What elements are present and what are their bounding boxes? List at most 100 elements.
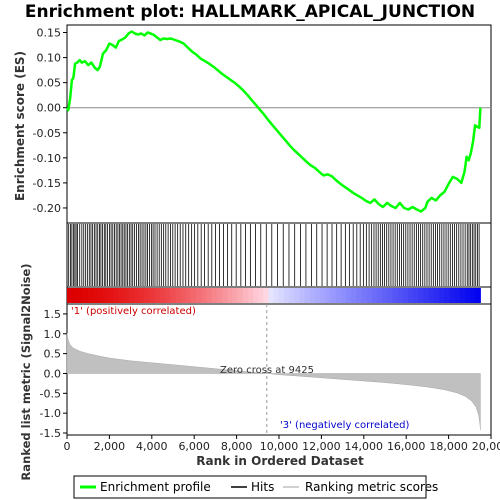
colorbar-segment [165, 288, 171, 303]
chart-title: Enrichment plot: HALLMARK_APICAL_JUNCTIO… [25, 2, 475, 22]
colorbar-segment [77, 288, 84, 303]
colorbar-layer [67, 288, 481, 303]
colorbar-segment [330, 288, 337, 303]
x-axis: 0 2,000 4,000 6,000 8,000 10,000 12,000 14,000 1… [64, 435, 500, 453]
colorbar-segment [247, 288, 254, 303]
x-tick-label: 6,000 [178, 440, 210, 453]
colorbar-segment [129, 288, 135, 303]
es-y-tick-label: -0.15 [33, 177, 61, 190]
colorbar-segment [253, 288, 259, 303]
colorbar-segment [413, 288, 419, 303]
colorbar-segment [439, 288, 445, 303]
colorbar-segment [185, 288, 192, 303]
legend-box [73, 475, 427, 499]
colorbar-segment [459, 288, 466, 303]
x-axis-label: Rank in Ordered Dataset [196, 454, 364, 468]
colorbar-segment [351, 288, 357, 303]
ranking-metric-area [66, 332, 481, 430]
colorbar-segment [196, 288, 202, 303]
colorbar-segment [92, 288, 99, 303]
metric-y-tick-label: 1.0 [44, 328, 62, 341]
colorbar-segment [340, 288, 347, 303]
x-tick-label: 4,000 [136, 440, 168, 453]
colorbar-segment [237, 288, 244, 303]
colorbar-segment [289, 288, 295, 303]
colorbar-segment [449, 288, 456, 303]
metric-y-tick-label: -1.0 [40, 407, 61, 420]
colorbar-segment [273, 288, 280, 303]
colorbar-segment [320, 288, 326, 303]
colorbar-segment [108, 288, 115, 303]
colorbar-segment [154, 288, 161, 303]
colorbar-segment [304, 288, 311, 303]
metric-layer: 1.5 1.0 0.5 0.0 -0.5 -1.0 -1.5 [40, 304, 481, 440]
colorbar-segment [103, 288, 109, 303]
colorbar-segment [423, 288, 430, 303]
legend: Enrichment profile Hits Ranking metric s… [73, 475, 438, 499]
es-y-tick-label: 0.15 [37, 27, 62, 40]
colorbar-segment [428, 288, 435, 303]
colorbar-segment [180, 288, 187, 303]
metric-y-tick-label: 1.5 [44, 308, 62, 321]
x-tick-label: 0 [64, 440, 71, 453]
colorbar-segment [325, 288, 332, 303]
colorbar-segment [309, 288, 316, 303]
x-tick-label: 2,000 [94, 440, 126, 453]
colorbar-segment [113, 288, 120, 303]
colorbar-segment [299, 288, 306, 303]
es-y-tick-label: -0.20 [33, 202, 61, 215]
colorbar-segment [206, 288, 213, 303]
colorbar-segment [232, 288, 239, 303]
colorbar-segment [294, 288, 301, 303]
colorbar-segment [382, 288, 388, 303]
colorbar-segment [216, 288, 223, 303]
es-y-tick-label: -0.05 [33, 127, 61, 140]
colorbar-segment [222, 288, 228, 303]
es-y-tick-label: 0.10 [37, 52, 62, 65]
colorbar-segment [211, 288, 218, 303]
colorbar-segment [191, 288, 197, 303]
colorbar-segment [268, 288, 275, 303]
x-tick-label: 16,000 [387, 440, 426, 453]
metric-y-tick-label: 0.5 [44, 348, 62, 361]
colorbar-segment [82, 288, 89, 303]
x-tick-label: 20,000 [472, 440, 500, 453]
colorbar-segment [149, 288, 156, 303]
colorbar-segment [377, 288, 383, 303]
positive-correlation-label: '1' (positively correlated) [71, 306, 196, 317]
colorbar-segment [258, 288, 264, 303]
colorbar-segment [408, 288, 414, 303]
hits-panel-frame [66, 222, 492, 288]
colorbar-segment [98, 288, 104, 303]
es-layer: 0.15 0.10 0.05 0.00 -0.05 -0.10 -0.15 -0.20 [33, 27, 491, 215]
x-tick-label: 18,000 [429, 440, 468, 453]
colorbar-segment [139, 288, 146, 303]
colorbar-segment [346, 288, 352, 303]
colorbar-segment [227, 288, 233, 303]
colorbar-segment [263, 288, 270, 303]
x-tick-label: 8,000 [221, 440, 253, 453]
colorbar-segment [144, 288, 151, 303]
colorbar-segment [278, 288, 285, 303]
colorbar-segment [433, 288, 440, 303]
colorbar-segment [366, 288, 373, 303]
colorbar-segment [284, 288, 290, 303]
colorbar-segment [87, 288, 94, 303]
metric-y-tick-label: -1.5 [40, 427, 61, 440]
colorbar-segment [392, 288, 399, 303]
zero-cross-label: Zero cross at 9425 [220, 365, 314, 376]
colorbar-segment [72, 288, 78, 303]
negative-correlation-label: '3' (negatively correlated) [280, 420, 409, 431]
colorbar-segment [444, 288, 450, 303]
legend-label-enrichment-profile: Enrichment profile [100, 480, 211, 494]
colorbar-segment [335, 288, 342, 303]
colorbar-segment [160, 288, 166, 303]
colorbar-segment [470, 288, 476, 303]
colorbar-segment [67, 288, 73, 303]
metric-y-tick-label: 0.0 [44, 367, 62, 380]
colorbar-segment [371, 288, 378, 303]
colorbar-segment [175, 288, 182, 303]
colorbar-segment [397, 288, 404, 303]
colorbar-segment [475, 288, 481, 303]
